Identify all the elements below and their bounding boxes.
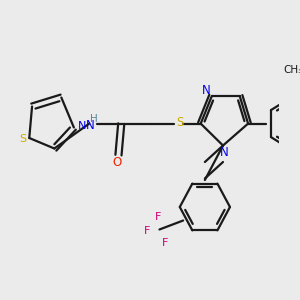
Text: F: F [144,226,150,236]
Text: S: S [176,116,184,129]
Text: S: S [20,134,27,145]
Text: N: N [202,83,211,97]
Text: F: F [155,212,161,222]
Text: H: H [89,114,97,124]
Text: N: N [220,146,229,160]
Text: N: N [77,121,86,131]
Text: O: O [112,156,122,169]
Text: N: N [86,118,95,132]
Text: F: F [162,238,168,248]
Text: CH₃: CH₃ [283,65,300,75]
